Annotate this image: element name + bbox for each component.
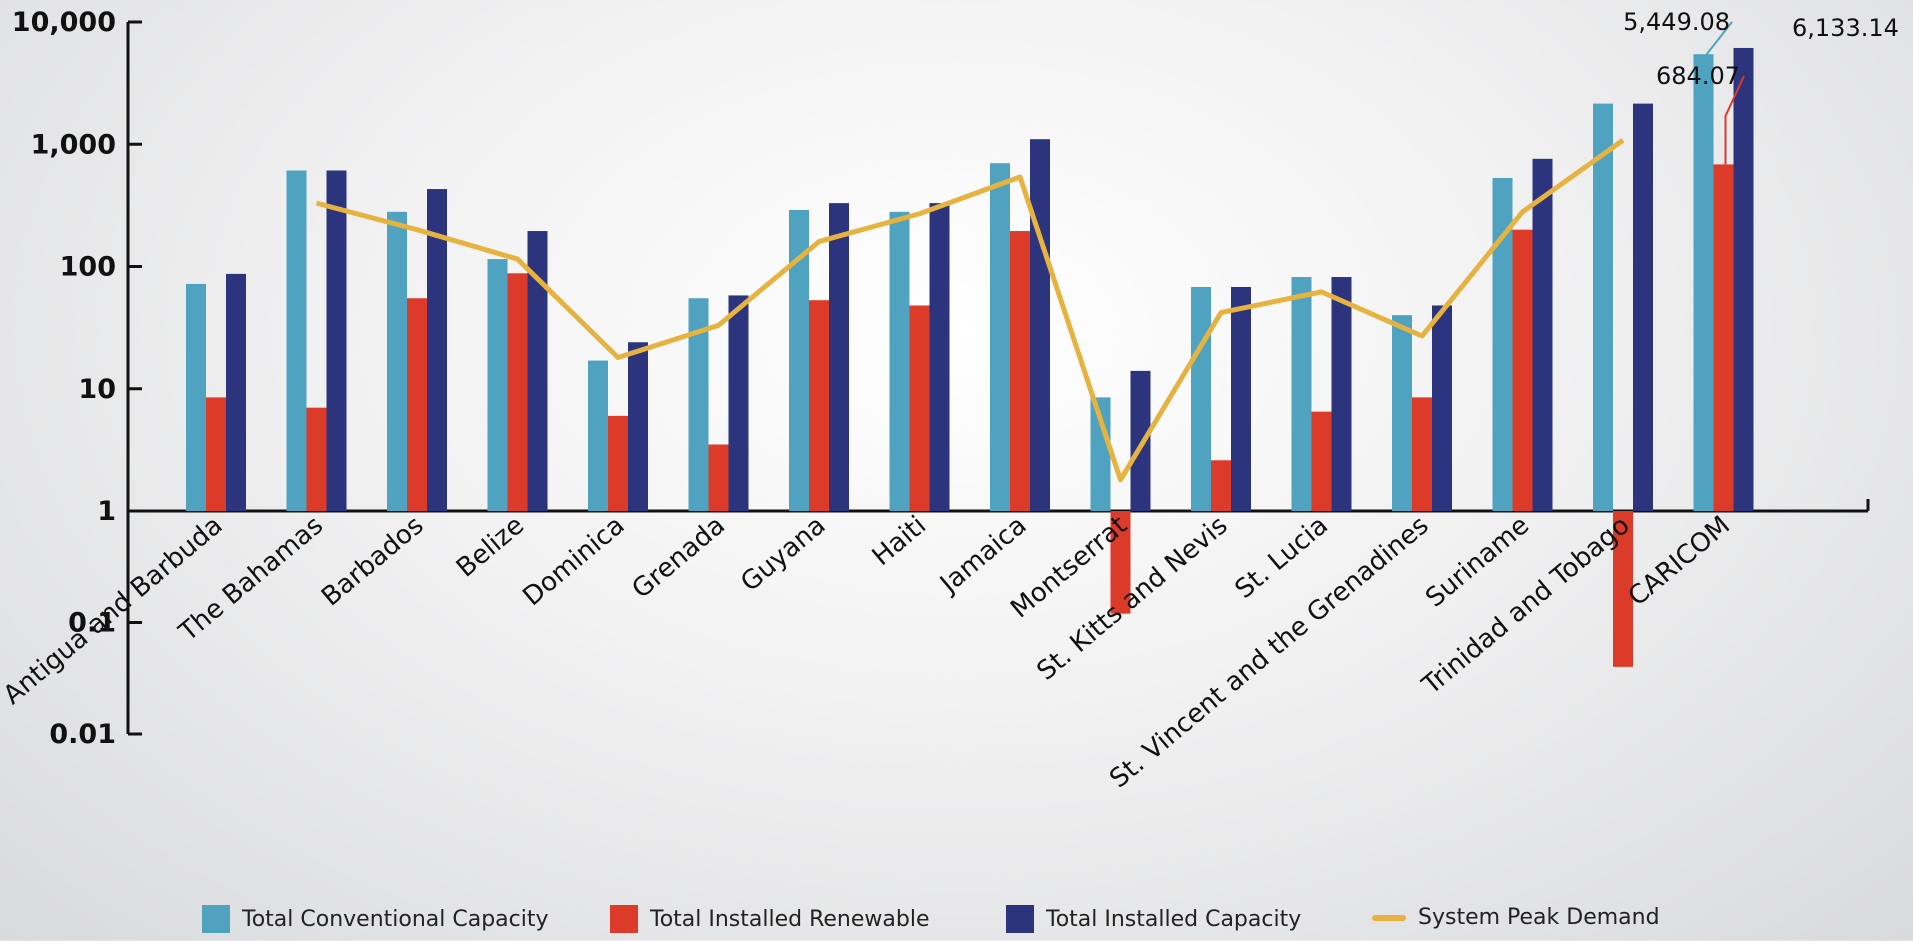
category-label: St. Kitts and Nevis	[1032, 510, 1234, 686]
bar-2-2	[427, 189, 447, 512]
bar-2-13	[1532, 158, 1553, 511]
category-label: Grenada	[627, 510, 731, 604]
legend-label-peak-demand: System Peak Demand	[1418, 905, 1660, 930]
y-tick-label: 100	[60, 252, 116, 283]
y-tick-label: 0.01	[49, 719, 116, 750]
bar-1-1	[306, 407, 327, 511]
bar-2-1	[326, 170, 347, 512]
legend-item-installed: Total Installed Capacity	[1006, 905, 1301, 933]
bar-0-10	[1191, 286, 1211, 511]
bar-0-9	[1090, 397, 1111, 511]
legend-swatch-conventional	[202, 905, 230, 933]
bar-2-9	[1130, 370, 1151, 511]
legend-item-conventional: Total Conventional Capacity	[202, 905, 549, 933]
y-tick-label: 1	[97, 496, 116, 527]
legend-swatch-installed	[1006, 905, 1034, 933]
bar-2-14	[1633, 103, 1653, 511]
legend-label-renewable: Total Installed Renewable	[650, 906, 930, 932]
bar-0-7	[889, 211, 910, 511]
legend-item-peak-demand: System Peak Demand	[1372, 905, 1660, 930]
bar-2-3	[527, 231, 548, 511]
category-label: Belize	[451, 510, 530, 583]
bar-0-3	[487, 259, 508, 511]
bar-2-8	[1030, 139, 1050, 511]
bar-0-12	[1392, 315, 1412, 511]
bar-1-13	[1512, 229, 1533, 511]
bar-0-11	[1291, 277, 1312, 511]
bar-1-14	[1613, 511, 1633, 667]
bar-0-15	[1693, 54, 1714, 511]
annotation-label: 6,133.14	[1792, 14, 1899, 42]
bar-1-15	[1713, 164, 1734, 512]
y-tick-label: 10	[78, 374, 116, 405]
bar-0-8	[990, 163, 1010, 511]
bar-2-15	[1733, 47, 1754, 511]
bar-2-11	[1331, 277, 1352, 511]
category-label: Jamaica	[933, 510, 1032, 600]
legend-label-conventional: Total Conventional Capacity	[242, 906, 549, 932]
y-tick-label: 0.1	[68, 608, 116, 639]
bar-1-11	[1311, 411, 1332, 511]
bar-1-5	[708, 444, 729, 511]
y-tick-label: 10,000	[12, 7, 116, 38]
legend-swatch-peak-demand	[1372, 914, 1406, 921]
category-label: CARICOM	[1623, 510, 1736, 612]
bar-2-12	[1432, 305, 1452, 511]
bar-1-8	[1010, 231, 1030, 511]
legend-item-renewable: Total Installed Renewable	[610, 905, 930, 933]
bar-0-2	[387, 211, 407, 511]
bar-0-5	[688, 298, 709, 511]
legend-swatch-renewable	[610, 905, 638, 933]
category-label: Barbados	[316, 510, 429, 612]
legend: Total Conventional Capacity Total Instal…	[0, 905, 1913, 941]
bar-1-2	[407, 298, 427, 511]
bar-2-0	[226, 273, 246, 511]
category-label: Dominica	[517, 510, 630, 612]
category-label: Haiti	[867, 510, 932, 572]
bar-0-4	[588, 360, 608, 511]
annotation-leader-line	[1702, 21, 1733, 59]
category-label: Guyana	[735, 510, 831, 597]
peak-demand-line	[315, 138, 1625, 483]
bar-2-10	[1231, 286, 1251, 511]
annotation-label: 684.07	[1656, 62, 1740, 90]
bar-0-13	[1492, 177, 1513, 511]
legend-label-installed: Total Installed Capacity	[1046, 906, 1302, 932]
annotation-leader-line	[1724, 75, 1745, 165]
bar-2-4	[628, 342, 648, 511]
bar-1-3	[507, 273, 528, 511]
bar-1-4	[608, 415, 628, 511]
y-tick-label: 1,000	[31, 129, 116, 160]
bar-1-0	[206, 397, 226, 511]
bar-0-1	[286, 170, 307, 512]
bar-1-10	[1211, 460, 1231, 511]
annotation-label: 5,449.08	[1623, 8, 1730, 36]
bar-2-5	[728, 295, 749, 511]
bar-0-6	[789, 209, 809, 511]
bar-0-0	[186, 283, 206, 511]
bar-1-7	[909, 305, 930, 511]
bar-2-7	[929, 203, 950, 511]
bar-0-14	[1593, 103, 1613, 511]
bar-2-6	[829, 203, 849, 511]
bar-1-12	[1412, 397, 1432, 511]
bar-1-6	[809, 300, 829, 511]
bar-1-9	[1110, 511, 1131, 614]
